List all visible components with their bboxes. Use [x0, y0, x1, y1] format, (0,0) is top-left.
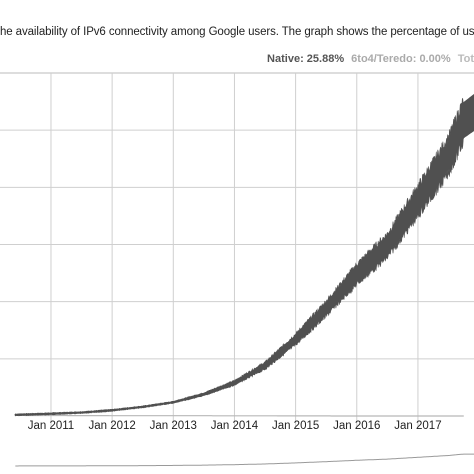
- native-data-point: [203, 393, 205, 396]
- native-data-point: [463, 119, 465, 121]
- legend: Native: 25.88% 6to4/Teredo: 0.00% Tot: [267, 53, 474, 65]
- series-native-band: [15, 93, 474, 417]
- native-data-point: [172, 401, 175, 404]
- native-data-point: [80, 411, 83, 414]
- native-data-point: [50, 412, 52, 415]
- native-data-point: [417, 200, 419, 202]
- x-tick-label: Jan 2015: [272, 420, 319, 432]
- legend-native-label: Native:: [267, 53, 304, 65]
- x-tick-label: Jan 2017: [394, 420, 441, 432]
- chart-description: he availability of IPv6 connectivity amo…: [0, 26, 474, 38]
- native-data-point: [233, 382, 236, 384]
- native-data-point: [141, 406, 144, 408]
- legend-teredo-value: 0.00%: [419, 53, 451, 65]
- x-tick-label: Jan 2014: [211, 420, 259, 432]
- native-data-point: [355, 273, 358, 276]
- native-data-point: [447, 154, 450, 157]
- native-data-point: [14, 414, 17, 416]
- legend-total-label: Tot: [457, 53, 474, 65]
- series-teredo-line: [15, 414, 464, 417]
- legend-teredo: 6to4/Teredo: 0.00%: [351, 53, 454, 65]
- x-tick-label: Jan 2016: [333, 420, 380, 432]
- x-tick-label: Jan 2012: [88, 420, 135, 432]
- native-data-point: [386, 244, 389, 247]
- legend-native-value: 25.88%: [306, 53, 345, 65]
- legend-native: Native: 25.88%: [267, 53, 347, 65]
- x-tick-label: Jan 2011: [28, 420, 74, 432]
- legend-teredo-label: 6to4/Teredo:: [351, 53, 417, 65]
- native-data-point: [294, 338, 297, 341]
- native-data-point: [325, 307, 327, 310]
- x-tick-label: Jan 2013: [150, 420, 197, 432]
- series-total-curve: [15, 453, 474, 467]
- native-data-point: [264, 364, 266, 367]
- native-data-point: [111, 409, 113, 412]
- chart-description-text: he availability of IPv6 connectivity amo…: [0, 26, 474, 38]
